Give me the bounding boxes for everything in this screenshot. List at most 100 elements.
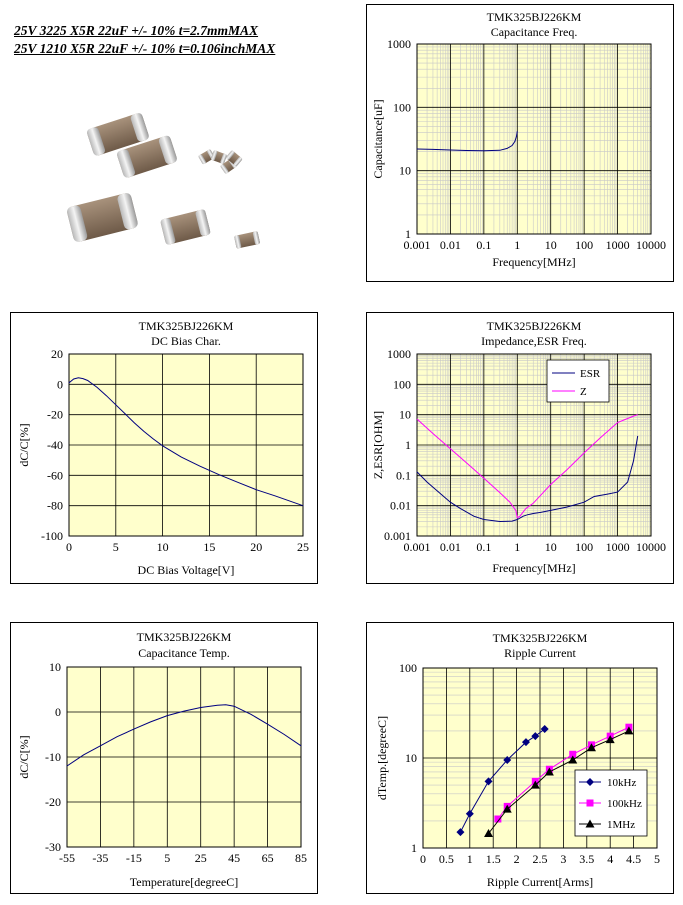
y-tick-label: -80 (47, 499, 63, 513)
x-tick-label: 0.01 (440, 238, 461, 252)
x-tick-label: 1 (467, 852, 473, 866)
y-tick-label: 20 (51, 347, 63, 361)
x-tick-label: 100 (575, 238, 593, 252)
x-axis-label: Temperature[degreeC] (130, 875, 238, 889)
x-tick-label: 100 (575, 540, 593, 554)
y-tick-label: -10 (45, 750, 61, 764)
data-point-1mhz (530, 780, 540, 789)
legend-label: 1MHz (607, 819, 635, 831)
plot-border (68, 353, 304, 537)
x-tick-label: 1000 (606, 540, 630, 554)
x-axis-label: Ripple Current[Arms] (487, 875, 593, 889)
y-axis-label: dC/C[%] (17, 423, 31, 466)
data-point-1mhz (544, 767, 554, 776)
chart-subtitle: Impedance,ESR Freq. (481, 334, 587, 348)
x-tick-label: 4.5 (626, 852, 641, 866)
x-tick-label: 10000 (636, 238, 666, 252)
x-tick-label: 1000 (606, 238, 630, 252)
legend-label: 100kHz (607, 798, 642, 810)
x-tick-label: 3 (560, 852, 566, 866)
header-line-1: 25V 3225 X5R 22uF +/- 10% t=2.7mmMAX (14, 23, 259, 38)
x-tick-label: 10 (157, 540, 169, 554)
legend-box (546, 359, 610, 403)
chart-subtitle: DC Bias Char. (151, 334, 221, 348)
x-tick-label: 3.5 (579, 852, 594, 866)
chip-large-1 (87, 113, 149, 156)
series-line-Z (416, 414, 638, 519)
data-point-1mhz (502, 804, 512, 813)
y-axis-label: Capacitance[uF] (371, 99, 385, 178)
y-tick-label: 10 (49, 660, 61, 674)
series-line-ESR (416, 435, 639, 523)
y-tick-label: 1000 (387, 37, 411, 51)
x-tick-label: 25 (195, 851, 207, 865)
data-point-100khz (494, 815, 502, 823)
x-tick-label: 0.01 (440, 540, 461, 554)
chip-large-3 (67, 193, 138, 242)
y-tick-label: 0.01 (390, 499, 411, 513)
plot-area (417, 44, 651, 234)
legend-marker (586, 778, 594, 786)
x-tick-label: 1.5 (486, 852, 501, 866)
y-tick-label: 1 (405, 438, 411, 452)
x-tick-label: 10 (545, 540, 557, 554)
chart-title: TMK325BJ226KM (487, 319, 582, 333)
x-axis-label: DC Bias Voltage[V] (138, 563, 235, 577)
x-tick-label: 45 (228, 851, 240, 865)
y-tick-label: -20 (45, 795, 61, 809)
x-tick-label: 5 (113, 540, 119, 554)
data-point-10khz (521, 738, 530, 747)
y-tick-label: 0.1 (396, 468, 411, 482)
x-tick-label: 65 (262, 851, 274, 865)
plot-border (416, 43, 652, 235)
data-point-10khz (456, 828, 465, 837)
x-tick-label: 85 (295, 851, 307, 865)
chart-ripple-current: 0 0.5 1 1.5 2 2.5 3 3.5 4 4.5 5 1 10 100 10kHz 100kHz 1M… (366, 622, 674, 894)
legend-label: 10kHz (607, 777, 636, 789)
chart-dc-bias: 0 5 10 15 20 25 20 0 -20 -40 -60 -80 -100 TMK325BJ22… (10, 312, 318, 584)
capacitor-photo (67, 113, 260, 249)
chip-small-group (198, 149, 243, 174)
y-tick-label: -100 (41, 529, 63, 543)
x-tick-label: 0.1 (476, 238, 491, 252)
chart-subtitle: Ripple Current (504, 646, 576, 660)
legend-marker (586, 799, 594, 807)
x-tick-label: -35 (92, 851, 108, 865)
x-tick-label: 25 (297, 540, 309, 554)
legend-label: Z (580, 386, 587, 398)
data-point-1mhz (484, 828, 494, 837)
chip-tiny (234, 231, 260, 249)
chip-large-2 (117, 135, 177, 178)
x-tick-label: 10 (545, 238, 557, 252)
y-tick-label: 1 (405, 227, 411, 241)
x-tick-label: 0.001 (404, 540, 431, 554)
data-point-10khz (531, 732, 540, 741)
x-tick-label: 1 (514, 540, 520, 554)
x-tick-label: 10000 (636, 540, 666, 554)
chip-medium (160, 209, 211, 245)
y-tick-label: 1000 (387, 347, 411, 361)
chart-subtitle: Capacitance Freq. (491, 25, 578, 39)
x-tick-label: 1 (514, 238, 520, 252)
chart-title: TMK325BJ226KM (137, 630, 232, 644)
chart-capacitance-freq: 0.001 0.01 0.1 1 10 100 1000 10000 1 10 100 1000 TM… (366, 4, 674, 282)
x-tick-label: 5 (164, 851, 170, 865)
y-tick-label: 0 (55, 705, 61, 719)
plot-border (66, 666, 302, 848)
x-tick-label: 2 (514, 852, 520, 866)
y-tick-label: 10 (405, 751, 417, 765)
y-tick-label: -30 (45, 840, 61, 854)
x-tick-label: 0 (420, 852, 426, 866)
data-point-10khz (484, 777, 493, 786)
header-line-2: 25V 1210 X5R 22uF +/- 10% t=0.106inchMAX (14, 41, 276, 56)
legend-marker (585, 819, 595, 828)
data-point-1mhz (624, 726, 634, 735)
y-tick-label: 100 (393, 100, 411, 114)
x-tick-label: 0 (66, 540, 72, 554)
data-point-1mhz (586, 743, 596, 752)
header: 25V 3225 X5R 22uF +/- 10% t=2.7mmMAX 25V… (14, 22, 275, 58)
chart-title: TMK325BJ226KM (493, 631, 588, 645)
y-tick-label: 100 (393, 377, 411, 391)
series-line-0 (416, 131, 518, 152)
x-tick-label: -55 (59, 851, 75, 865)
